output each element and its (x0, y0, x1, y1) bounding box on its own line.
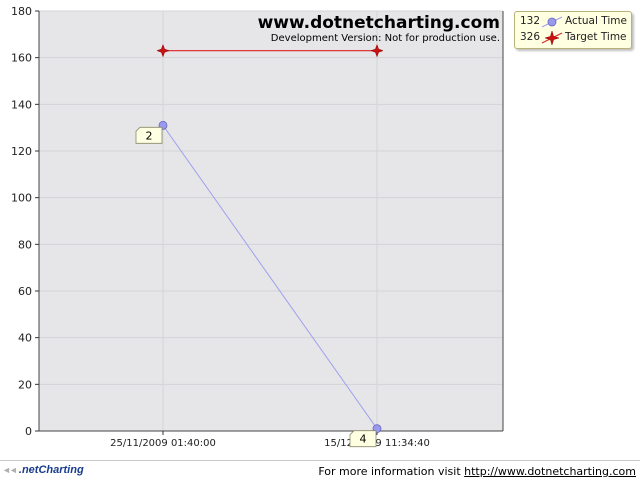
y-tick-label: 20 (18, 378, 32, 391)
series-layer (156, 43, 384, 434)
footer-info-text: For more information visit (318, 465, 465, 478)
legend-label: Target Time (565, 31, 627, 43)
watermark-subtitle: Development Version: Not for production … (271, 33, 500, 44)
data-label-text: 4 (360, 433, 367, 446)
legend-total: 326 (520, 31, 541, 43)
point-target-time (370, 43, 384, 58)
legend: 132 Actual Time 326 Target Time (514, 11, 632, 49)
tick-labels: 0 20 40 60 80 100 120 140 160 180 25/11/2009 01:40… (11, 5, 430, 449)
logo-text: .netCharting (18, 464, 84, 476)
point-target-time (156, 43, 170, 58)
axes (38, 11, 504, 432)
footer-bar: ◄◄ .netCharting For more information vis… (0, 460, 640, 481)
x-tick-label: 25/11/2009 01:40:00 (110, 438, 216, 449)
y-tick-label: 100 (11, 192, 32, 205)
circle-marker-icon (541, 16, 563, 28)
data-label: 2 (135, 126, 163, 144)
y-tick-label: 180 (11, 5, 32, 18)
legend-label: Actual Time (565, 15, 627, 27)
grid-lines (39, 10, 503, 431)
star-marker-icon (541, 30, 563, 46)
y-tick-label: 140 (11, 98, 32, 111)
y-tick-label: 0 (25, 425, 32, 438)
x-tick-label: 15/12/2009 11:34:40 (324, 438, 430, 449)
footer-info: For more information visit http://www.do… (318, 465, 636, 478)
watermark-title: www.dotnetcharting.com (258, 13, 500, 33)
y-tick-label: 160 (11, 52, 32, 65)
series-line-actual-time (162, 125, 378, 429)
y-tick-label: 60 (18, 285, 32, 298)
legend-entry-target-time: 326 Target Time (515, 30, 631, 46)
data-label: 4 (349, 430, 377, 448)
chart-svg: 0 20 40 60 80 100 120 140 160 180 25/11/2009 01:40… (11, 5, 504, 449)
y-tick-label: 120 (11, 145, 32, 158)
footer-link[interactable]: http://www.dotnetcharting.com (464, 465, 636, 478)
data-label-box (135, 126, 163, 144)
data-label-text: 2 (146, 129, 153, 142)
arrow-logo-icon: ◄◄ (2, 465, 18, 475)
data-labels: 24 (135, 126, 377, 448)
plot-area (39, 11, 503, 431)
y-tick-label: 40 (18, 332, 32, 345)
data-label-box (349, 430, 377, 448)
dotnetcharting-logo: ◄◄ .netCharting (2, 464, 84, 480)
legend-entry-actual-time: 132 Actual Time (515, 14, 631, 30)
y-tick-label: 80 (18, 238, 32, 251)
legend-total: 132 (520, 15, 541, 27)
